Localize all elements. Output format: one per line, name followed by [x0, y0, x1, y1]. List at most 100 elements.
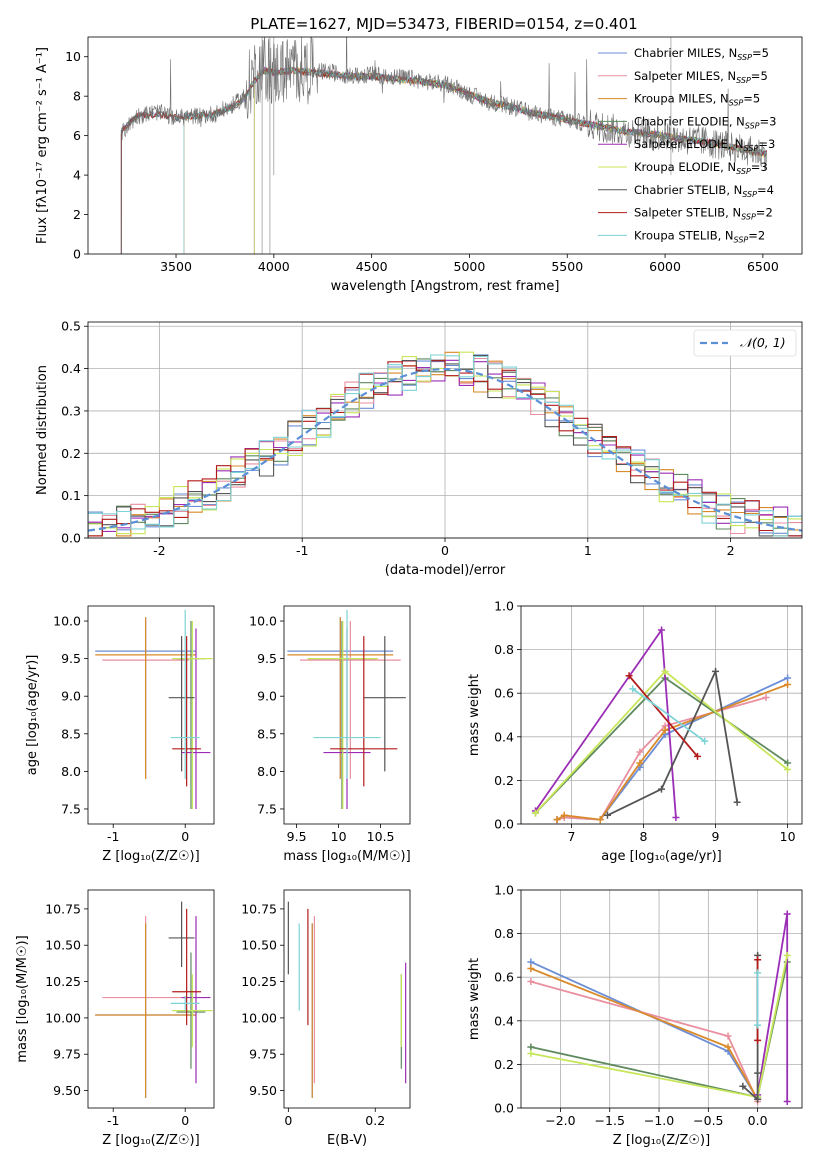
y-tick-label: 9.0: [257, 689, 277, 704]
legend-subscript: SSP: [737, 53, 752, 62]
mass-weight-marker: [527, 1043, 535, 1051]
plot-frame: [87, 36, 803, 255]
y-tick-label: 2: [73, 207, 81, 222]
y-tick-label: 0.0: [494, 817, 514, 832]
y-tick-label: 0.0: [494, 1101, 514, 1116]
y-tick-label: 9.50: [249, 1083, 277, 1098]
legend-nssp-prefix: , N: [725, 206, 741, 220]
mass-weight-marker: [724, 1043, 732, 1051]
mass-weight-marker: [783, 1097, 791, 1105]
mass-weight-marker: [694, 752, 702, 760]
legend-model-name: Chabrier MILES: [634, 46, 721, 60]
legend-model-name: Kroupa ELODIE: [634, 160, 720, 174]
x-tick-label: 4000: [258, 259, 290, 274]
y-tick-label: 8.5: [61, 726, 81, 741]
y-tick-label: 9.50: [53, 1083, 81, 1098]
error-bars: [95, 901, 213, 1098]
legend-label: Chabrier STELIB, NSSP=4: [634, 183, 774, 199]
x-tick-label: 5000: [454, 259, 486, 274]
mass-weight-marker: [701, 737, 709, 745]
mass-weight-marker: [629, 685, 637, 693]
legend-eq: =: [758, 137, 768, 151]
legend-nssp-prefix: , N: [718, 228, 734, 242]
y-tick-label: 1.0: [494, 883, 514, 898]
x-tick-label: 0: [441, 543, 449, 558]
mass-weight-marker: [724, 1032, 732, 1040]
mass-weight-marker: [733, 798, 741, 806]
y-tick-label: 8: [73, 89, 81, 104]
mass-weight-marker: [527, 1050, 535, 1057]
mass-weight-marker: [784, 766, 792, 773]
legend-label: Salpeter STELIB, NSSP=2: [634, 206, 773, 222]
legend-box: [693, 329, 797, 357]
legend-eq: =: [756, 206, 766, 220]
plot-frame: [283, 889, 411, 1109]
y-axis-label: age [log₁₀(age/yr)]: [25, 655, 40, 776]
mass-weight-marker: [712, 667, 720, 675]
y-tick-label: 0.0: [61, 531, 81, 546]
mass-weight-marker: [603, 811, 611, 819]
x-tick-label: 10: [780, 829, 796, 844]
mass-weight-marker: [658, 785, 665, 793]
mass-weight-marker: [754, 969, 762, 977]
mass-vs-ebv-panel: 0 0.2 9.50 9.75 10.00 10.25 10.50 10.75 E(B-V): [241, 889, 411, 1148]
residual-histogram: [88, 354, 802, 538]
x-tick-label: 6000: [649, 259, 681, 274]
x-tick-label: -2: [153, 543, 165, 558]
legend-nssp: 5: [753, 92, 760, 106]
legend-nssp: 5: [760, 69, 767, 83]
mass-weight-marker: [783, 910, 791, 918]
mass-weight-marker: [762, 694, 770, 702]
legend-nssp-prefix: , N: [728, 137, 744, 151]
histograms: [88, 351, 802, 538]
legend-nssp: 3: [769, 114, 776, 128]
y-tick-label: 10.00: [45, 1010, 81, 1025]
x-tick-label: −0.5: [693, 1113, 723, 1128]
legend-model-name: Kroupa STELIB: [634, 228, 718, 242]
mass-weight-line: [530, 967, 759, 1100]
mass-weight-marker: [560, 811, 568, 819]
legend-nssp-prefix: , N: [713, 92, 729, 106]
mass-weight-marker: [754, 956, 762, 964]
y-tick-label: 0.2: [494, 1057, 514, 1072]
x-tick-label: −1.5: [595, 1113, 625, 1128]
y-tick-label: 8.5: [257, 726, 277, 741]
legend-model-name: Salpeter STELIB: [634, 206, 725, 220]
mass-weight-marker: [527, 964, 535, 972]
legend-subscript: SSP: [729, 99, 744, 108]
y-tick-label: 0.2: [494, 773, 514, 788]
y-tick-label: 9.0: [61, 689, 81, 704]
y-tick-label: 0.4: [61, 361, 81, 376]
legend-eq: =: [751, 69, 761, 83]
mass-weight-marker: [784, 759, 792, 767]
y-tick-label: 0.8: [494, 926, 514, 941]
y-axis-label: mass weight: [467, 674, 482, 756]
x-axis-label: Z [log₁₀(Z/Z☉)]: [102, 1133, 199, 1148]
legend-subscript: SSP: [745, 121, 760, 130]
legend-nssp: 3: [760, 160, 767, 174]
y-tick-label: 7.5: [61, 801, 81, 816]
y-axis-label: Normed distribution: [35, 365, 50, 495]
y-tick-label: 10.0: [53, 614, 81, 629]
x-tick-label: 8: [640, 829, 648, 844]
residual-histogram: [88, 354, 802, 538]
legend-nssp-prefix: , N: [721, 46, 737, 60]
error-bars: [287, 609, 406, 809]
mass-weight-marker: [754, 1021, 762, 1029]
y-tick-label: 10.00: [241, 1010, 277, 1025]
mass-weight-marker: [754, 1036, 762, 1044]
y-tick-label: 0.4: [494, 729, 514, 744]
mass-weight-marker: [596, 816, 604, 824]
y-tick-label: 0: [73, 247, 81, 262]
y-tick-label: 8.0: [257, 764, 277, 779]
legend-eq: =: [752, 46, 762, 60]
spectrum-panel: 3500 4000 4500 5000 5500 6000 6500 0 2 4 6 8 10 wavel…: [35, 36, 803, 294]
legend-nssp-prefix: , N: [720, 69, 736, 83]
legend-eq: =: [748, 228, 758, 242]
x-tick-label: 0.2: [365, 1113, 385, 1128]
mass-weight-marker: [658, 626, 665, 634]
x-tick-label: -1: [296, 543, 308, 558]
x-axis-label: (data-model)/error: [385, 563, 506, 578]
mass-weight-line: [556, 677, 788, 821]
x-tick-label: 9: [712, 829, 720, 844]
